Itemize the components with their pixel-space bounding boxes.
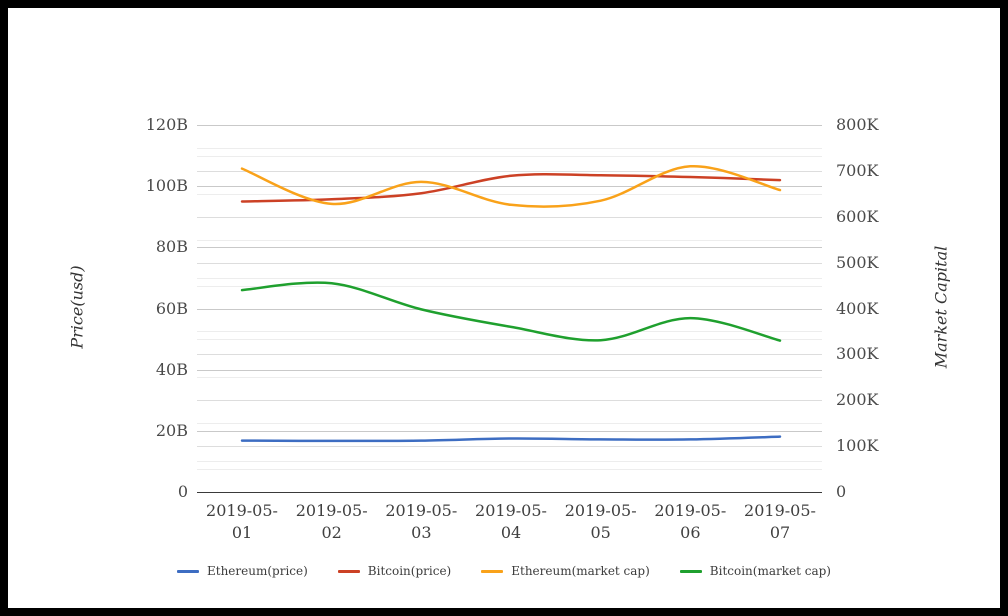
gridline — [197, 331, 822, 333]
right-axis-tick-label: 200K — [836, 390, 879, 410]
gridline — [197, 285, 822, 287]
legend-item-ethereum-market-cap[interactable]: Ethereum(market cap) — [481, 564, 650, 578]
x-axis-line — [197, 492, 822, 494]
gridline — [197, 339, 822, 341]
x-axis-tick-label: 2019-05- 05 — [564, 501, 637, 542]
x-axis-tick-label: 2019-05- 03 — [385, 501, 458, 542]
legend-label: Ethereum(market cap) — [511, 564, 650, 578]
series-line-ethereum-price — [240, 435, 782, 443]
left-axis-tick-label: 20B — [155, 420, 188, 440]
legend-line-icon — [481, 569, 504, 573]
right-axis-tick-label: 300K — [836, 344, 879, 364]
x-axis-tick-label: 2019-05- 04 — [475, 501, 547, 542]
right-axis-title: Market Capital — [931, 245, 951, 369]
left-axis-tick-label: 100B — [145, 176, 188, 196]
left-axis-tick-label: 80B — [155, 237, 188, 257]
gridline — [197, 308, 822, 310]
gridline — [197, 147, 822, 149]
x-axis-tick-label: 2019-05- 06 — [654, 501, 727, 542]
left-axis-tick-label: 0 — [177, 482, 188, 501]
gridline — [197, 216, 822, 218]
gridline — [197, 277, 822, 279]
gridline — [197, 369, 822, 371]
gridline — [197, 186, 822, 188]
series-line-bitcoin-price — [240, 172, 782, 203]
gridline — [197, 430, 822, 432]
right-axis-tick-label: 100K — [836, 436, 879, 456]
right-axis-tick-label: 400K — [836, 298, 879, 318]
gridline — [197, 239, 822, 241]
gridline — [197, 262, 822, 264]
gridline — [197, 461, 822, 463]
legend-label: Bitcoin(market cap) — [709, 564, 831, 578]
right-axis-tick-label: 0 — [836, 482, 847, 501]
x-axis-tick-label: 2019-05- 07 — [744, 501, 816, 542]
legend-item-bitcoin-price[interactable]: Bitcoin(price) — [337, 564, 452, 578]
legend-item-bitcoin-market-cap[interactable]: Bitcoin(market cap) — [679, 564, 831, 578]
gridline — [197, 469, 822, 471]
series-line-bitcoin-market-cap — [240, 281, 782, 342]
legend-label: Bitcoin(price) — [367, 564, 452, 578]
chart-background — [8, 8, 1000, 608]
gridline — [197, 125, 822, 126]
left-axis-tick-label: 120B — [145, 115, 188, 134]
legend-label: Ethereum(price) — [206, 564, 308, 578]
right-axis-tick-label: 500K — [836, 252, 879, 272]
series-line-ethereum-market-cap — [240, 165, 782, 208]
legend-line-icon — [176, 569, 199, 573]
right-axis-tick-label: 600K — [836, 206, 879, 226]
gridline — [197, 377, 822, 379]
gridline — [197, 354, 822, 356]
gridline — [197, 400, 822, 402]
gridline — [197, 170, 822, 172]
chart-legend: Ethereum(price) Bitcoin(price) Ethereum(ma… — [8, 564, 1000, 578]
gridline — [197, 247, 822, 249]
right-axis-tick-label: 700K — [836, 160, 879, 180]
gridline — [197, 155, 822, 157]
series-lines — [240, 165, 782, 443]
legend-line-icon — [679, 569, 702, 573]
legend-line-icon — [337, 569, 360, 573]
left-axis-tick-label: 60B — [155, 298, 188, 318]
left-axis-title: Price(usd) — [67, 265, 87, 349]
gridline — [197, 193, 822, 195]
gridline — [197, 423, 822, 425]
x-axis-tick-label: 2019-05- 01 — [206, 501, 278, 542]
gridline — [197, 446, 822, 448]
legend-item-ethereum-price[interactable]: Ethereum(price) — [176, 564, 308, 578]
right-axis-tick-label: 800K — [836, 115, 879, 134]
left-axis-tick-label: 40B — [155, 359, 188, 379]
x-axis-tick-label: 2019-05- 02 — [295, 501, 368, 542]
